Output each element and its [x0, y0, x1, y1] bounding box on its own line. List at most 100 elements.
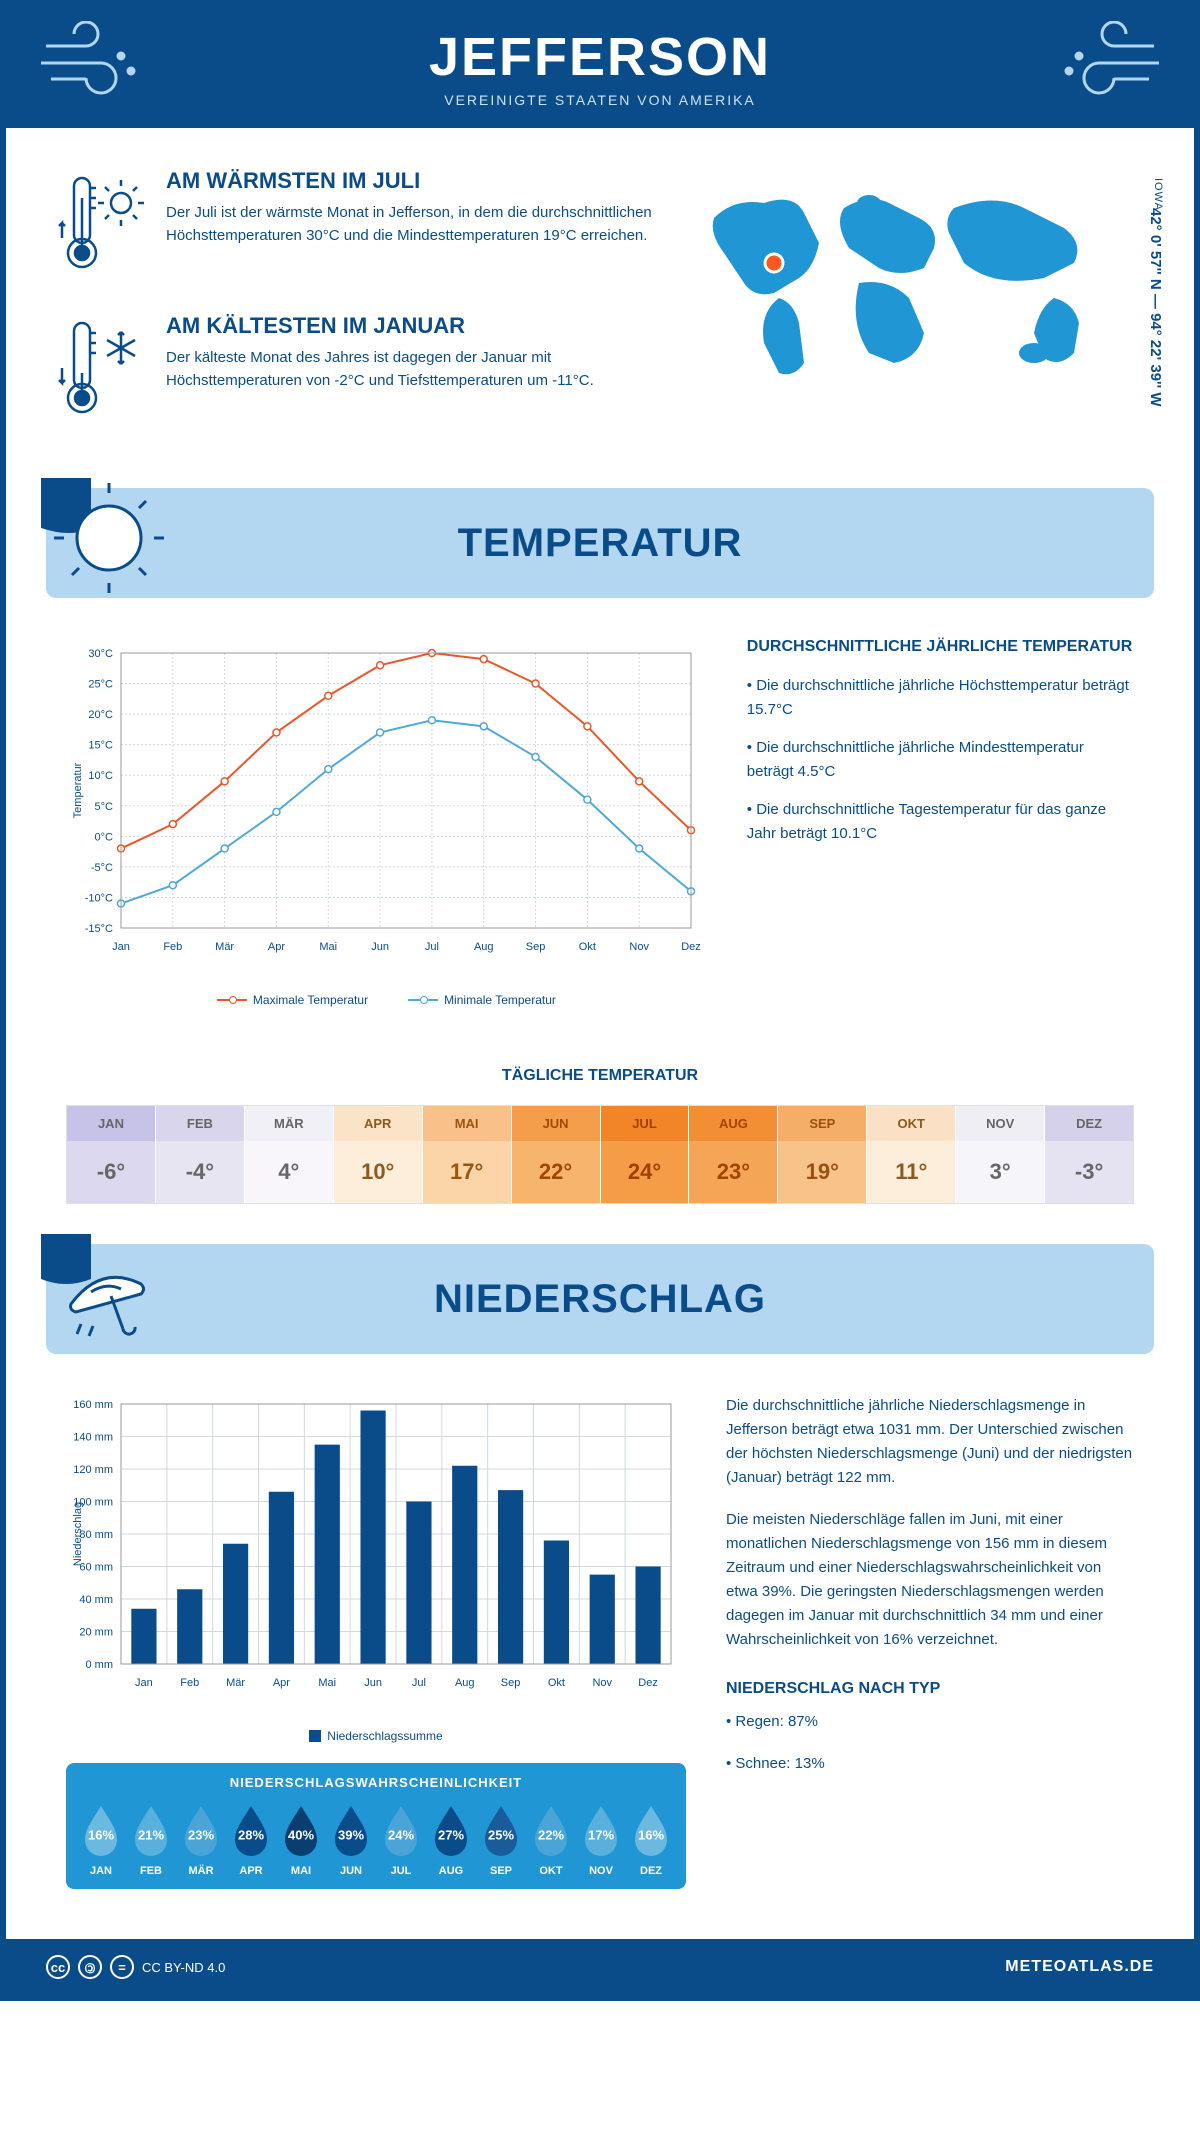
- svg-text:Jul: Jul: [412, 1677, 426, 1689]
- coldest-block: AM KÄLTESTEN IM JANUAR Der kälteste Mona…: [56, 313, 654, 428]
- coldest-heading: AM KÄLTESTEN IM JANUAR: [166, 313, 654, 339]
- svg-text:Mär: Mär: [215, 941, 234, 953]
- svg-text:160 mm: 160 mm: [73, 1399, 113, 1411]
- temp-bullet: • Die durchschnittliche jährliche Mindes…: [747, 736, 1134, 784]
- temp-section-title: TEMPERATUR: [458, 521, 743, 566]
- footer: cc 🄯 = CC BY-ND 4.0 METEOATLAS.DE: [6, 1939, 1194, 1995]
- svg-text:Jun: Jun: [364, 1677, 382, 1689]
- daily-cell: MAI17°: [423, 1106, 512, 1203]
- wind-icon: [1054, 21, 1164, 106]
- svg-text:Niederschlag: Niederschlag: [72, 1502, 84, 1566]
- cc-icon: cc: [46, 1955, 70, 1979]
- svg-text:Okt: Okt: [579, 941, 596, 953]
- prob-item: 22%OKT: [528, 1802, 574, 1877]
- prob-item: 21%FEB: [128, 1802, 174, 1877]
- daily-cell: OKT11°: [867, 1106, 956, 1203]
- svg-text:Dez: Dez: [681, 941, 701, 953]
- svg-text:40 mm: 40 mm: [79, 1594, 113, 1606]
- svg-text:30°C: 30°C: [88, 648, 113, 660]
- by-icon: 🄯: [78, 1955, 102, 1979]
- svg-text:10°C: 10°C: [88, 770, 113, 782]
- warmest-block: AM WÄRMSTEN IM JULI Der Juli ist der wär…: [56, 168, 654, 283]
- svg-text:Mai: Mai: [319, 941, 337, 953]
- precip-p2: Die meisten Niederschläge fallen im Juni…: [726, 1508, 1134, 1652]
- prob-item: 27%AUG: [428, 1802, 474, 1877]
- svg-text:Feb: Feb: [163, 941, 182, 953]
- svg-text:0°C: 0°C: [95, 831, 114, 843]
- probability-title: NIEDERSCHLAGSWAHRSCHEINLICHKEIT: [78, 1775, 674, 1790]
- legend-max: .legend-line[style*=e8582a]::after{borde…: [217, 993, 368, 1007]
- svg-text:Mär: Mär: [226, 1677, 245, 1689]
- svg-text:-10°C: -10°C: [85, 892, 113, 904]
- umbrella-icon: [41, 1234, 171, 1369]
- thermometer-hot-icon: [56, 168, 146, 283]
- coordinates: 42° 0' 57'' N — 94° 22' 39'' W: [1147, 208, 1164, 407]
- daily-cell: AUG23°: [689, 1106, 778, 1203]
- svg-text:Okt: Okt: [548, 1677, 565, 1689]
- temp-bullet: • Die durchschnittliche jährliche Höchst…: [747, 674, 1134, 722]
- svg-text:15°C: 15°C: [88, 740, 113, 752]
- svg-text:Apr: Apr: [273, 1677, 290, 1689]
- prob-item: 16%JAN: [78, 1802, 124, 1877]
- prob-item: 23%MÄR: [178, 1802, 224, 1877]
- prob-item: 17%NOV: [578, 1802, 624, 1877]
- daily-cell: APR10°: [334, 1106, 423, 1203]
- daily-cell: MÄR4°: [245, 1106, 334, 1203]
- daily-cell: DEZ-3°: [1045, 1106, 1133, 1203]
- legend-precip: Niederschlagssumme: [309, 1729, 442, 1743]
- svg-text:Jan: Jan: [112, 941, 130, 953]
- precipitation-chart: 0 mm20 mm40 mm60 mm80 mm100 mm120 mm140 …: [66, 1394, 686, 1743]
- svg-text:Nov: Nov: [629, 941, 649, 953]
- temp-summary: DURCHSCHNITTLICHE JÄHRLICHE TEMPERATUR •…: [747, 638, 1134, 1007]
- svg-text:Nov: Nov: [592, 1677, 612, 1689]
- legend-min: .legend-line[style*="4fa8d8"]::after{bor…: [408, 993, 556, 1007]
- svg-text:Feb: Feb: [180, 1677, 199, 1689]
- daily-cell: SEP19°: [778, 1106, 867, 1203]
- daily-cell: FEB-4°: [156, 1106, 245, 1203]
- svg-text:20°C: 20°C: [88, 709, 113, 721]
- precip-rain: • Regen: 87%: [726, 1710, 1134, 1734]
- svg-text:-5°C: -5°C: [91, 862, 113, 874]
- license-text: CC BY-ND 4.0: [142, 1960, 225, 1975]
- nd-icon: =: [110, 1955, 134, 1979]
- site-name: METEOATLAS.DE: [1005, 1958, 1154, 1976]
- svg-text:Jun: Jun: [371, 941, 389, 953]
- precip-banner: NIEDERSCHLAG: [46, 1244, 1154, 1354]
- world-map: IOWA 42° 0' 57'' N — 94° 22' 39'' W: [684, 168, 1144, 458]
- svg-text:-15°C: -15°C: [85, 923, 113, 935]
- warmest-text: Der Juli ist der wärmste Monat in Jeffer…: [166, 202, 654, 247]
- precip-type-heading: NIEDERSCHLAG NACH TYP: [726, 1676, 1134, 1702]
- svg-text:120 mm: 120 mm: [73, 1464, 113, 1476]
- svg-text:Jul: Jul: [425, 941, 439, 953]
- thermometer-cold-icon: [56, 313, 146, 428]
- prob-item: 28%APR: [228, 1802, 274, 1877]
- header: JEFFERSON VEREINIGTE STAATEN VON AMERIKA: [6, 6, 1194, 128]
- svg-text:60 mm: 60 mm: [79, 1562, 113, 1574]
- svg-text:Sep: Sep: [501, 1677, 521, 1689]
- daily-cell: JUN22°: [512, 1106, 601, 1203]
- probability-box: NIEDERSCHLAGSWAHRSCHEINLICHKEIT 16%JAN21…: [66, 1763, 686, 1889]
- daily-cell: JUL24°: [601, 1106, 690, 1203]
- prob-item: 25%SEP: [478, 1802, 524, 1877]
- svg-text:Sep: Sep: [526, 941, 546, 953]
- precip-text: Die durchschnittliche jährliche Niedersc…: [726, 1394, 1134, 1889]
- state-label: IOWA: [1152, 178, 1164, 211]
- page-subtitle: VEREINIGTE STAATEN VON AMERIKA: [46, 92, 1154, 108]
- prob-item: 24%JUL: [378, 1802, 424, 1877]
- coldest-text: Der kälteste Monat des Jahres ist dagege…: [166, 347, 654, 392]
- svg-text:0 mm: 0 mm: [86, 1659, 114, 1671]
- daily-temp-title: TÄGLICHE TEMPERATUR: [6, 1067, 1194, 1085]
- svg-text:Aug: Aug: [455, 1677, 475, 1689]
- temp-banner: TEMPERATUR: [46, 488, 1154, 598]
- precip-section-title: NIEDERSCHLAG: [434, 1277, 766, 1322]
- prob-item: 40%MAI: [278, 1802, 324, 1877]
- svg-text:Dez: Dez: [638, 1677, 658, 1689]
- svg-text:Mai: Mai: [318, 1677, 336, 1689]
- prob-item: 16%DEZ: [628, 1802, 674, 1877]
- temperature-chart: -15°C-10°C-5°C0°C5°C10°C15°C20°C25°C30°C…: [66, 638, 707, 1007]
- svg-text:25°C: 25°C: [88, 679, 113, 691]
- svg-text:Jan: Jan: [135, 1677, 153, 1689]
- svg-text:Apr: Apr: [268, 941, 285, 953]
- svg-text:Temperatur: Temperatur: [72, 762, 84, 818]
- svg-text:80 mm: 80 mm: [79, 1529, 113, 1541]
